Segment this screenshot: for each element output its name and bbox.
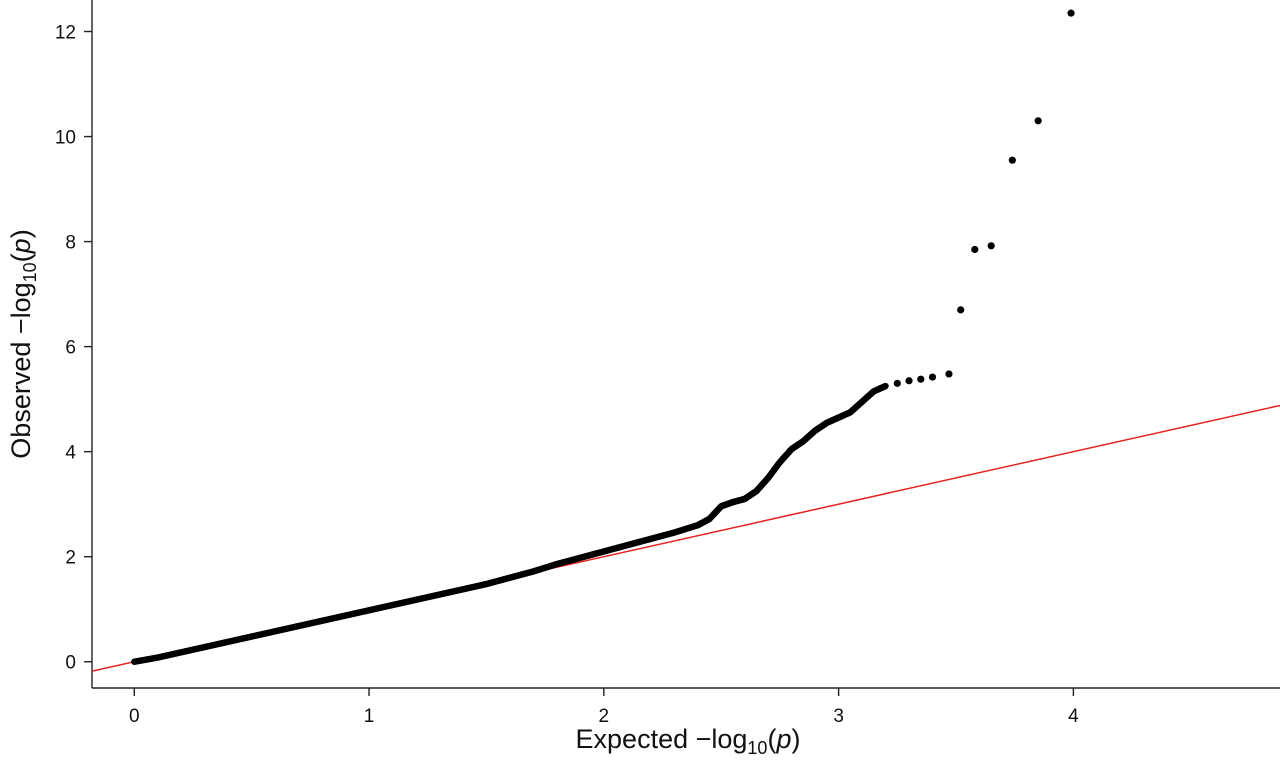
data-point bbox=[917, 375, 925, 383]
data-point bbox=[893, 379, 901, 387]
data-point bbox=[945, 370, 953, 378]
data-point bbox=[905, 377, 913, 385]
y-tick-label: 8 bbox=[65, 233, 76, 254]
points-layer bbox=[131, 9, 1075, 665]
x-axis: 0 1 2 3 4 bbox=[129, 688, 1079, 727]
x-tick-label: 2 bbox=[599, 706, 610, 727]
data-point bbox=[987, 242, 995, 250]
x-tick-label: 0 bbox=[129, 706, 140, 727]
data-point bbox=[882, 382, 889, 390]
data-point bbox=[1034, 117, 1042, 125]
y-tick-label: 4 bbox=[65, 443, 76, 464]
data-point bbox=[1008, 156, 1016, 164]
x-tick-label: 4 bbox=[1068, 706, 1079, 727]
data-point bbox=[928, 373, 937, 381]
y-tick-label: 12 bbox=[55, 23, 76, 44]
y-tick-label: 0 bbox=[65, 653, 76, 674]
y-axis-title: Observed −log10(p) bbox=[6, 229, 40, 458]
x-tick-label: 1 bbox=[364, 706, 375, 727]
data-point bbox=[1067, 9, 1075, 17]
data-point bbox=[971, 245, 979, 254]
y-tick-label: 2 bbox=[65, 548, 76, 569]
plot-frame bbox=[91, 0, 1280, 689]
data-point bbox=[957, 306, 965, 314]
y-axis: 0 2 4 6 8 10 12 bbox=[55, 23, 92, 674]
x-axis-title: Expected −log10(p) bbox=[576, 724, 801, 758]
x-tick-label: 3 bbox=[833, 706, 844, 727]
y-tick-label: 10 bbox=[55, 128, 76, 149]
y-tick-label: 6 bbox=[65, 338, 76, 359]
